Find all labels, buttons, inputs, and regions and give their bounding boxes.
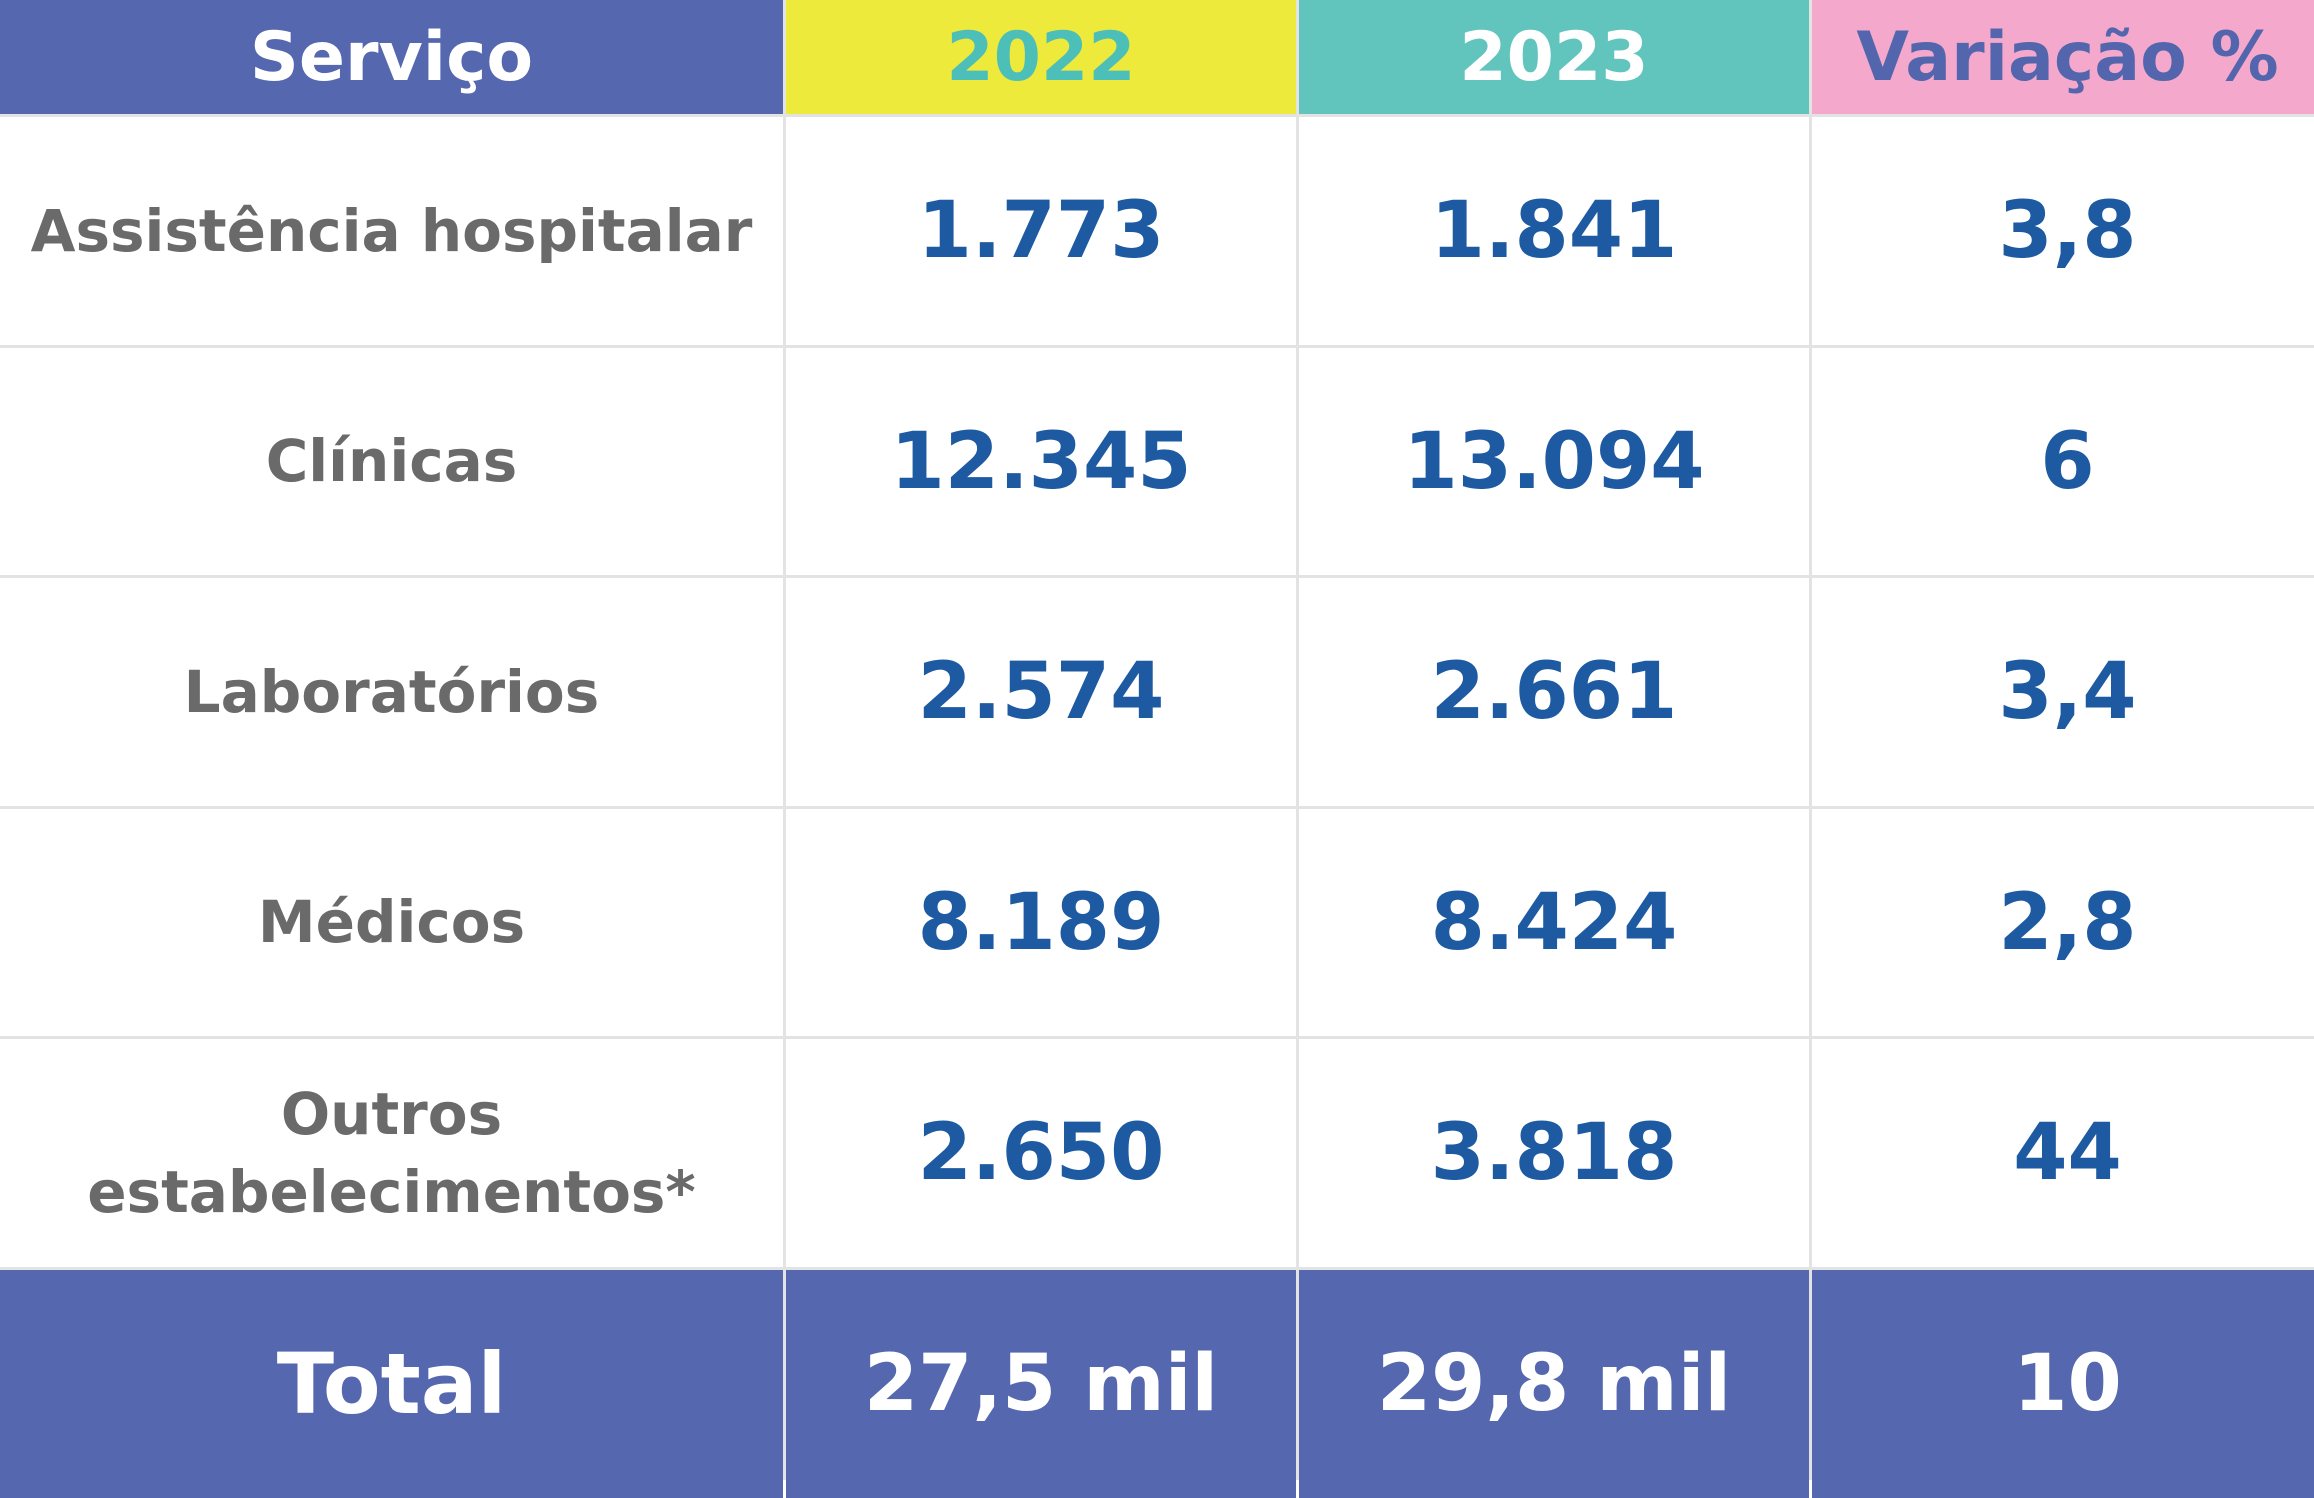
row-value-2022: 12.345 bbox=[786, 348, 1296, 575]
row-value-2022: 1.773 bbox=[786, 117, 1296, 345]
row-variacao: 3,8 bbox=[1812, 117, 2314, 345]
row-value-2022: 2.650 bbox=[786, 1039, 1296, 1267]
total-label: Total bbox=[0, 1270, 783, 1498]
row-label: Laboratórios bbox=[0, 578, 783, 806]
header-servico: Serviço bbox=[0, 0, 783, 114]
row-label: Outros estabelecimentos* bbox=[0, 1039, 783, 1267]
row-value-2023: 1.841 bbox=[1299, 117, 1809, 345]
total-2023: 29,8 mil bbox=[1299, 1270, 1809, 1498]
row-label: Médicos bbox=[0, 809, 783, 1036]
total-variacao: 10 bbox=[1812, 1270, 2314, 1498]
row-variacao: 44 bbox=[1812, 1039, 2314, 1267]
row-value-2022: 8.189 bbox=[786, 809, 1296, 1036]
row-variacao: 3,4 bbox=[1812, 578, 2314, 806]
row-variacao: 2,8 bbox=[1812, 809, 2314, 1036]
row-value-2022: 2.574 bbox=[786, 578, 1296, 806]
total-2022: 27,5 mil bbox=[786, 1270, 1296, 1498]
row-value-2023: 8.424 bbox=[1299, 809, 1809, 1036]
row-variacao: 6 bbox=[1812, 348, 2314, 575]
row-label: Assistência hospitalar bbox=[0, 117, 783, 345]
header-2023: 2023 bbox=[1299, 0, 1809, 114]
header-variacao: Variação % bbox=[1812, 0, 2314, 114]
row-value-2023: 3.818 bbox=[1299, 1039, 1809, 1267]
header-2022: 2022 bbox=[786, 0, 1296, 114]
row-value-2023: 13.094 bbox=[1299, 348, 1809, 575]
row-label: Clínicas bbox=[0, 348, 783, 575]
row-value-2023: 2.661 bbox=[1299, 578, 1809, 806]
